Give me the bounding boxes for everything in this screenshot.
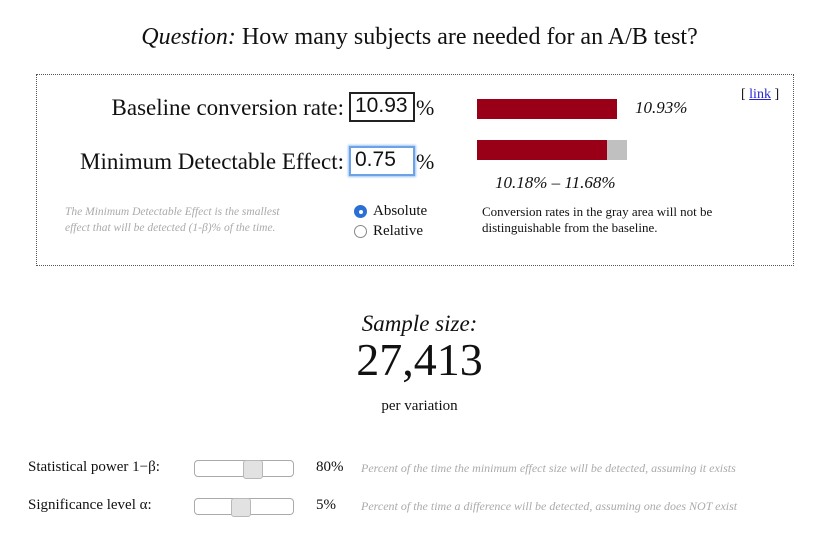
detectable-range-label: 10.18% – 11.68% [495, 173, 616, 192]
question-prefix: Question: [141, 24, 236, 50]
link-open-bracket: [ [741, 87, 750, 102]
significance-slider-thumb[interactable] [231, 498, 251, 517]
baseline-input[interactable]: 10.93 [349, 92, 415, 122]
gray-area-note: Conversion rates in the gray area will n… [482, 204, 752, 236]
question-text: How many subjects are needed for an A/B … [235, 24, 698, 50]
relative-radio[interactable] [354, 225, 367, 238]
mde-label: Minimum Detectable Effect: [80, 149, 344, 174]
link-close-bracket: ] [770, 87, 780, 102]
page-question: Question: How many subjects are needed f… [0, 24, 839, 51]
mode-relative-option[interactable]: Relative [354, 223, 423, 240]
power-slider[interactable] [194, 460, 294, 479]
mde-hint-line2: effect that will be detected (1-β)% of t… [65, 222, 276, 234]
significance-label: Significance level α: [28, 497, 152, 513]
permalink-link[interactable]: link [749, 87, 771, 102]
sample-size-value: 27,413 [356, 334, 483, 385]
mde-hint: The Minimum Detectable Effect is the sma… [65, 204, 335, 236]
baseline-bar [477, 99, 617, 119]
significance-slider[interactable] [194, 498, 294, 517]
relative-label: Relative [373, 223, 423, 239]
baseline-label: Baseline conversion rate: [111, 95, 344, 120]
power-label: Statistical power 1−β: [28, 459, 160, 475]
absolute-radio[interactable] [354, 205, 367, 218]
mde-red-bar [477, 140, 608, 160]
link-box: [ link ] [741, 87, 779, 103]
mde-hint-line1: The Minimum Detectable Effect is the sma… [65, 206, 280, 218]
sample-size-unit: per variation [381, 398, 458, 414]
power-value: 80% [316, 459, 344, 475]
gray-area-note-line1: Conversion rates in the gray area will n… [482, 204, 713, 219]
mde-input[interactable]: 0.75 [349, 146, 415, 176]
significance-value: 5% [316, 497, 336, 513]
input-panel: Baseline conversion rate: 10.93 % Minimu… [36, 74, 794, 266]
power-description: Percent of the time the minimum effect s… [361, 461, 736, 475]
mde-unit: % [416, 149, 435, 174]
baseline-unit: % [416, 95, 435, 120]
baseline-bar-label: 10.93% [635, 98, 688, 117]
sample-size-title: Sample size: [361, 311, 478, 336]
gray-area-note-line2: distinguishable from the baseline. [482, 220, 658, 235]
mode-absolute-option[interactable]: Absolute [354, 203, 427, 220]
absolute-label: Absolute [373, 203, 428, 219]
power-slider-thumb[interactable] [243, 460, 263, 479]
significance-description: Percent of the time a difference will be… [361, 499, 738, 513]
